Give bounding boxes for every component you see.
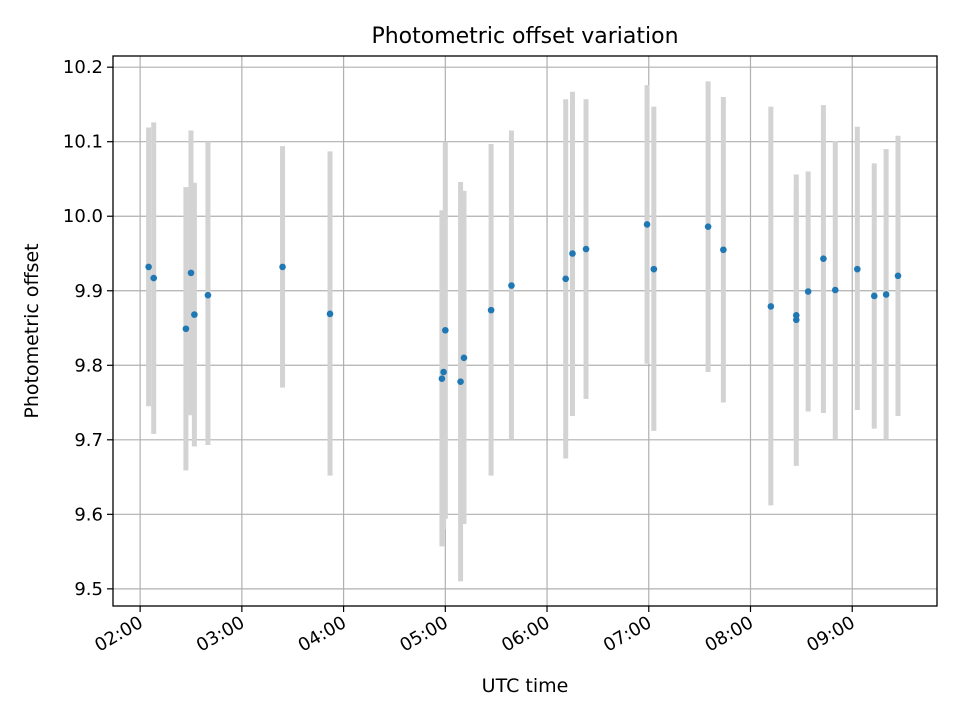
y-tick-label: 10.0: [63, 206, 103, 227]
data-point: [767, 303, 775, 310]
data-point: [457, 378, 464, 385]
data-point: [145, 263, 152, 271]
data-point: [854, 265, 861, 273]
data-point: [650, 265, 658, 273]
x-axis-label: UTC time: [482, 675, 569, 697]
data-point: [442, 326, 449, 334]
data-point: [182, 325, 190, 333]
data-point: [204, 291, 212, 299]
data-point: [569, 250, 576, 257]
data-point: [150, 274, 157, 282]
data-point: [720, 246, 727, 254]
y-tick-label: 9.7: [74, 430, 103, 451]
data-point: [440, 368, 447, 376]
point-layer: [145, 221, 902, 385]
y-tick-label: 10.1: [63, 132, 103, 153]
data-point: [820, 255, 827, 263]
data-point: [487, 306, 495, 314]
y-axis-label: Photometric offset: [21, 243, 43, 418]
data-point: [438, 375, 446, 382]
y-tick-label: 9.9: [74, 281, 103, 302]
data-point: [508, 282, 515, 289]
data-point: [187, 269, 195, 277]
data-point: [704, 223, 712, 230]
data-point: [582, 245, 590, 253]
chart-title: Photometric offset variation: [371, 24, 678, 49]
data-point: [804, 288, 812, 295]
y-tick-label: 9.8: [74, 355, 103, 376]
axes-frame: [112, 55, 938, 607]
data-point: [643, 221, 651, 228]
y-tick-label: 9.6: [74, 504, 103, 525]
data-point: [870, 292, 878, 300]
data-point: [562, 275, 569, 283]
data-point: [882, 291, 890, 298]
y-tick-label: 10.2: [63, 57, 103, 78]
data-point: [191, 311, 198, 318]
data-point: [326, 310, 334, 318]
data-point: [831, 286, 839, 294]
y-tick-label: 9.5: [74, 579, 103, 600]
data-point: [894, 272, 902, 280]
data-point: [279, 263, 286, 271]
data-point: [792, 312, 800, 319]
data-point: [460, 354, 468, 362]
